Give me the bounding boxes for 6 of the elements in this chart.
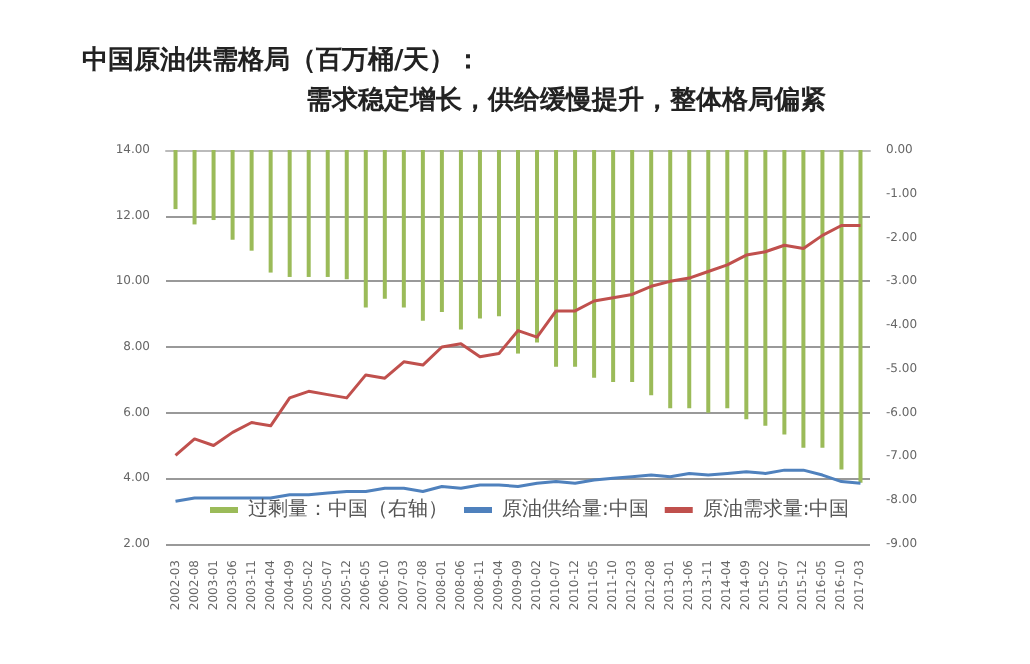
- legend-label: 原油供给量:中国: [502, 497, 649, 521]
- legend-label: 过剩量：中国（右轴）: [248, 497, 448, 521]
- legend-label: 原油需求量:中国: [702, 497, 850, 521]
- chart-subtitle: 需求稳定增长，供给缓慢提升，整体格局偏紧: [306, 84, 826, 116]
- line-series: [174, 224, 862, 457]
- chart-title: 中国原油供需格局（百万桶/天）：: [82, 46, 482, 76]
